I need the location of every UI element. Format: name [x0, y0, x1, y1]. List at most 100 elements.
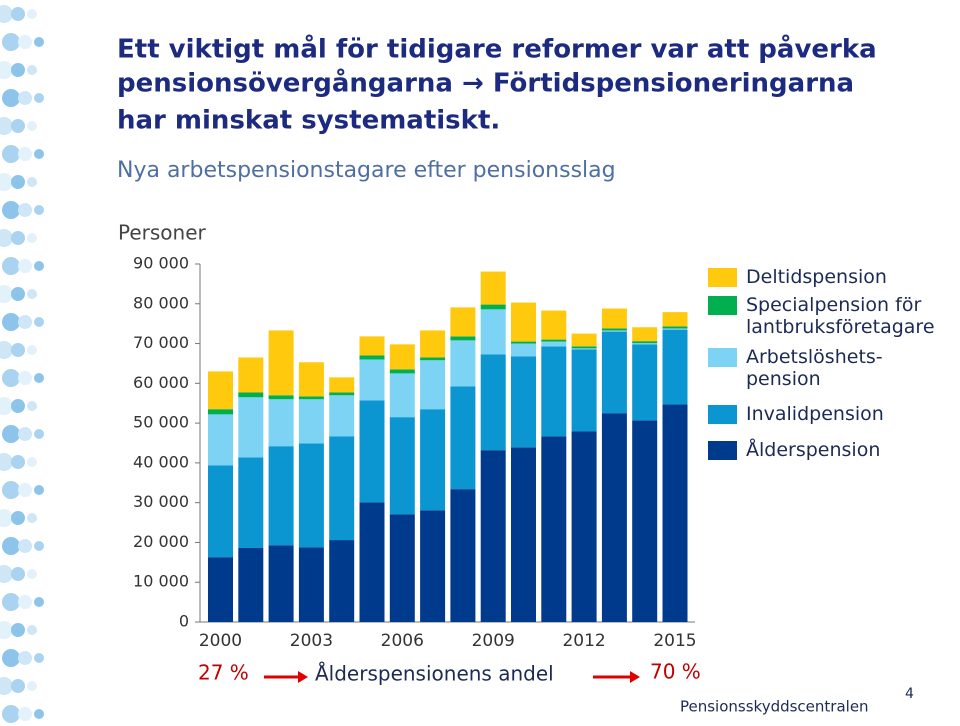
bar-segment [601, 308, 627, 329]
decor-circle [2, 33, 20, 51]
bar-segment [208, 465, 233, 558]
decor-circle [2, 201, 20, 219]
decor-circle [18, 91, 32, 105]
bar-segment [359, 336, 385, 356]
title-line: Ett viktigt mål för tidigare reformer va… [117, 33, 877, 65]
bar-segment [298, 547, 324, 622]
bar-segment [420, 330, 446, 358]
bar-segment [389, 344, 415, 370]
legend-label: Ålderspension [746, 439, 881, 461]
bar-segment [329, 377, 355, 393]
decor-circle [2, 89, 20, 107]
decor-circle [0, 229, 13, 247]
y-tick-label: 90 000 [133, 254, 189, 273]
bar-segment [420, 360, 446, 410]
y-tick-label: 0 [179, 612, 189, 631]
bar-segment [511, 343, 536, 357]
bar-segment [632, 420, 658, 622]
decor-circle [18, 371, 32, 385]
bar-segment [208, 371, 233, 410]
decor-circle [18, 651, 32, 665]
decor-circle [0, 565, 13, 583]
bar-segment [511, 341, 536, 344]
decor-circle [18, 259, 32, 273]
y-tick-label: 30 000 [133, 492, 189, 511]
arrow-head [630, 671, 640, 683]
bar-segment [632, 327, 658, 342]
bar-segment [359, 400, 385, 503]
decor-circle [2, 537, 20, 555]
decoration [0, 5, 44, 723]
legend-label: Arbetslöshets-pension [746, 346, 883, 390]
decor-circle [27, 345, 37, 355]
bar-segment [541, 436, 567, 622]
decor-circle [27, 401, 37, 411]
bar-segment [480, 354, 506, 451]
decor-circle [11, 511, 25, 525]
bar-segment [541, 310, 567, 340]
y-tick-label: 20 000 [133, 532, 189, 551]
title-line: pensionsövergångarna → Förtidspensioneri… [117, 67, 854, 99]
bar-segment [541, 339, 567, 342]
decor-circle [27, 569, 37, 579]
decor-circle [0, 5, 13, 23]
decor-circle [0, 677, 13, 695]
legend-item: Invalidpension [708, 403, 933, 425]
legend-label: Specialpension för lantbruksföretagare [746, 294, 935, 338]
bar-segment [601, 328, 627, 331]
bar-segment [662, 326, 688, 329]
decor-circle [2, 425, 20, 443]
bar-segment [298, 443, 324, 548]
decor-circle [27, 233, 37, 243]
decor-circle [0, 341, 13, 359]
y-tick-label: 70 000 [133, 333, 189, 352]
legend-item: Deltidspension [708, 266, 933, 288]
decor-circle [0, 61, 13, 79]
decor-circle [27, 513, 37, 523]
decor-circle [27, 177, 37, 187]
legend: Deltidspension Specialpension för lantbru… [708, 266, 935, 461]
bar-segment [268, 395, 294, 400]
bar-segment [420, 510, 446, 622]
bar-segment [450, 489, 476, 622]
decor-circle [0, 173, 13, 191]
decor-circle [34, 653, 44, 663]
y-tick-label: 40 000 [133, 452, 189, 471]
bar-segment [632, 344, 658, 421]
bar-segment [450, 340, 476, 387]
decor-circle [34, 261, 44, 271]
decor-circle [0, 117, 13, 135]
bar-segment [571, 348, 597, 350]
bar-segment [389, 514, 415, 622]
decor-circle [11, 175, 25, 189]
bar-segment [238, 357, 264, 393]
bar-segment [389, 417, 415, 515]
bar-segment [389, 373, 415, 418]
decor-circle [34, 37, 44, 47]
decor-circle [34, 373, 44, 383]
legend-label: Invalidpension [746, 403, 884, 425]
bar-segment [632, 341, 658, 344]
decor-circle [27, 65, 37, 75]
x-tick-label: 2003 [290, 631, 333, 651]
bar-segment [571, 346, 597, 349]
bar-segment [208, 557, 233, 622]
decor-circle [11, 63, 25, 77]
x-tick-label: 2015 [653, 631, 696, 651]
decor-circle [11, 7, 25, 21]
decor-circle [0, 509, 13, 527]
bar-segment [662, 312, 688, 327]
bar-segment [511, 302, 536, 342]
decor-circle [11, 343, 25, 357]
decor-circle [2, 649, 20, 667]
decor-circle [2, 313, 20, 331]
bar-segment [208, 409, 233, 415]
decor-circle [34, 149, 44, 159]
decor-circle [11, 231, 25, 245]
decor-circle [34, 485, 44, 495]
bar-segment [359, 502, 385, 622]
x-tick-label: 2009 [472, 631, 515, 651]
decor-circle [27, 121, 37, 131]
decor-circle [2, 145, 20, 163]
